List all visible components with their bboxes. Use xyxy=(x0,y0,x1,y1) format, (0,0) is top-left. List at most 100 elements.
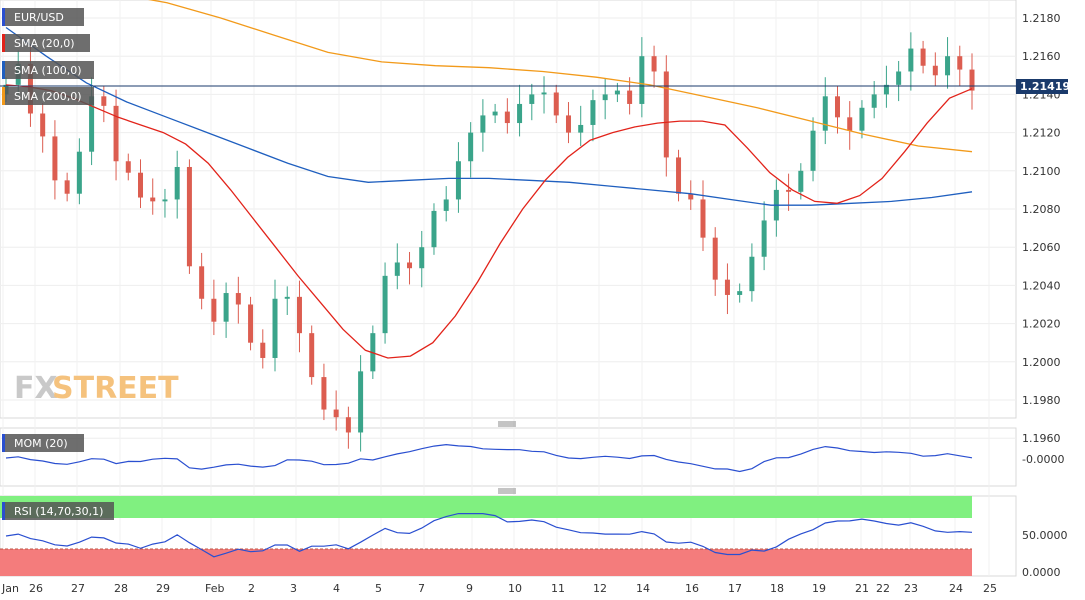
candle-body xyxy=(52,136,58,181)
current-price-value: 1.21419 xyxy=(1020,80,1070,93)
x-tick-label: 14 xyxy=(636,582,650,595)
candle-body xyxy=(932,65,938,76)
candle-body xyxy=(676,157,682,194)
candle-body xyxy=(407,262,413,269)
candle-body xyxy=(284,296,290,299)
y-tick-label: 1.2040 xyxy=(1022,279,1061,292)
candle-body xyxy=(724,279,730,295)
x-tick-label: 29 xyxy=(156,582,170,595)
candle-body xyxy=(394,262,400,276)
candle-body xyxy=(737,291,743,295)
y-tick-label: 1.2120 xyxy=(1022,127,1061,140)
candle-body xyxy=(150,197,156,202)
rsi-0-label: 0.0000 xyxy=(1022,566,1061,579)
mom-panel xyxy=(0,427,1017,487)
legend-symbol[interactable]: EUR/USD xyxy=(2,8,84,26)
candle-body xyxy=(64,180,70,194)
y-tick-label: 1.2000 xyxy=(1022,356,1061,369)
candle-body xyxy=(847,117,853,131)
panel-resize-handle[interactable] xyxy=(498,421,516,427)
candle-body xyxy=(235,293,241,305)
candle-body xyxy=(761,220,767,257)
candle-body xyxy=(627,90,633,104)
x-tick-label: 4 xyxy=(333,582,340,595)
x-tick-label: 23 xyxy=(904,582,918,595)
candle-body xyxy=(272,298,278,358)
candle-body xyxy=(541,92,547,95)
rsi-50-label: 50.0000 xyxy=(1022,529,1068,542)
legend-sma100[interactable]: SMA (100,0) xyxy=(2,61,94,79)
y-tick-label: 1.2100 xyxy=(1022,165,1061,178)
sma100-label: SMA (100,0) xyxy=(14,64,82,77)
watermark-street: STREET xyxy=(52,371,179,406)
candle-body xyxy=(945,56,951,76)
candle-body xyxy=(248,304,254,343)
candle-body xyxy=(822,96,828,131)
legend-sma20[interactable]: SMA (20,0) xyxy=(2,34,90,52)
candle-body xyxy=(517,103,523,124)
sma200-line xyxy=(148,0,973,153)
candle-body xyxy=(199,266,205,299)
candle-body xyxy=(358,371,364,433)
rsi-oversold-zone xyxy=(0,549,972,576)
candle-body xyxy=(174,166,180,200)
x-tick-label: 25 xyxy=(983,582,997,595)
symbol-label: EUR/USD xyxy=(14,11,64,24)
watermark-fx: FX xyxy=(14,371,58,406)
x-tick-label: 16 xyxy=(685,582,699,595)
x-tick-label: 17 xyxy=(728,582,742,595)
candle-body xyxy=(749,256,755,292)
candle-body xyxy=(101,96,107,106)
candle-body xyxy=(345,417,351,433)
sma100-line xyxy=(5,26,973,206)
legend-sma200[interactable]: SMA (200,0) xyxy=(2,87,94,105)
mom-label: MOM (20) xyxy=(14,437,68,450)
candle-body xyxy=(260,342,266,358)
candle-body xyxy=(639,56,645,104)
legend-rsi[interactable]: RSI (14,70,30,1) xyxy=(2,502,114,520)
grid xyxy=(0,0,1016,576)
x-tick-label: 27 xyxy=(71,582,85,595)
panel-resize-handle[interactable] xyxy=(498,488,516,494)
candle-body xyxy=(296,296,302,334)
x-tick-label: 22 xyxy=(876,582,890,595)
x-tick-label: 7 xyxy=(418,582,425,595)
y-tick-label: 1.2060 xyxy=(1022,241,1061,254)
rsi-label: RSI (14,70,30,1) xyxy=(14,505,103,518)
candle-body xyxy=(810,130,816,171)
candle-body xyxy=(712,237,718,280)
sma200-label: SMA (200,0) xyxy=(14,90,82,103)
candle-body xyxy=(89,96,95,152)
candle-body xyxy=(138,172,144,198)
candle-body xyxy=(957,56,963,70)
y-tick-label: 1.2020 xyxy=(1022,318,1061,331)
candle-body xyxy=(443,199,449,211)
x-tick-label: 11 xyxy=(551,582,565,595)
candle-body xyxy=(309,333,315,378)
candles xyxy=(3,32,975,452)
x-tick-label: 9 xyxy=(466,582,473,595)
x-tick-label: 24 xyxy=(949,582,963,595)
candle-body xyxy=(602,94,608,101)
candle-body xyxy=(223,293,229,322)
candle-body xyxy=(333,409,339,418)
y-tick-label: 1.2160 xyxy=(1022,50,1061,63)
y-tick-label: 1.2180 xyxy=(1022,12,1061,25)
rsi-line xyxy=(5,512,973,558)
candle-body xyxy=(896,71,902,85)
mom-line xyxy=(5,443,973,473)
candle-body xyxy=(969,69,975,91)
sma20-label: SMA (20,0) xyxy=(14,37,75,50)
candle-body xyxy=(468,132,474,162)
candle-body xyxy=(786,189,792,192)
y-tick-label: 1.1980 xyxy=(1022,394,1061,407)
x-tick-label: 10 xyxy=(508,582,522,595)
candle-body xyxy=(113,105,119,162)
candle-body xyxy=(578,124,584,133)
candle-body xyxy=(565,115,571,133)
x-tick-label: 21 xyxy=(855,582,869,595)
y-axis: 1.21801.21601.21401.21201.21001.20801.20… xyxy=(1022,12,1061,445)
x-tick-label: 2 xyxy=(248,582,255,595)
legend-mom[interactable]: MOM (20) xyxy=(2,434,84,452)
